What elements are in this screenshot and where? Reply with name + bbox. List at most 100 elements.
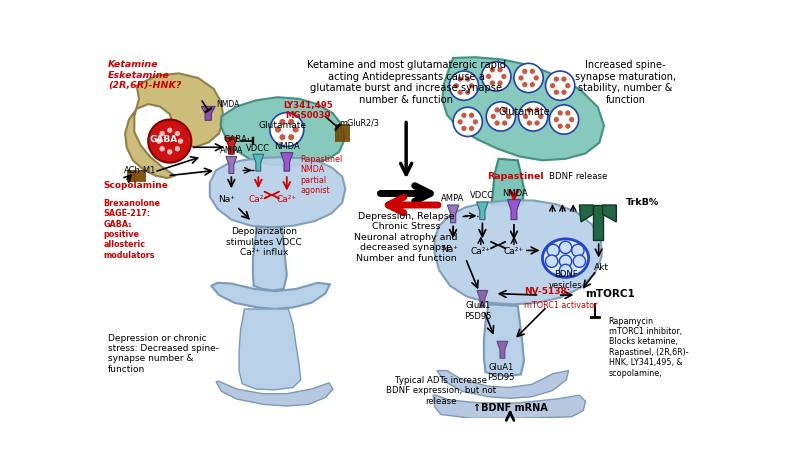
Circle shape <box>554 117 559 122</box>
Polygon shape <box>602 205 616 222</box>
Circle shape <box>450 71 478 100</box>
Text: GluA1
PSD95: GluA1 PSD95 <box>464 301 491 321</box>
Polygon shape <box>434 200 602 305</box>
Text: Increased spine-
synapse maturation,
stability, number &
function: Increased spine- synapse maturation, sta… <box>575 60 676 105</box>
Circle shape <box>498 67 502 72</box>
Bar <box>130 170 134 181</box>
Bar <box>142 170 145 181</box>
Circle shape <box>482 62 511 91</box>
Text: Ca²⁺: Ca²⁺ <box>470 247 491 256</box>
Text: VDCC: VDCC <box>470 191 494 200</box>
Circle shape <box>550 83 555 88</box>
Polygon shape <box>202 106 215 120</box>
Polygon shape <box>579 205 594 222</box>
Circle shape <box>270 113 304 147</box>
Bar <box>134 170 138 181</box>
Circle shape <box>490 114 496 119</box>
Circle shape <box>174 146 180 151</box>
Text: ↑BDNF mRNA: ↑BDNF mRNA <box>473 403 547 413</box>
Circle shape <box>174 131 180 136</box>
Circle shape <box>293 126 298 133</box>
Text: Ca²⁺: Ca²⁺ <box>248 195 268 204</box>
Circle shape <box>562 90 566 95</box>
Circle shape <box>502 107 507 112</box>
Text: BDNF
vesicles: BDNF vesicles <box>549 270 582 290</box>
Text: LY341,495
MGS0039: LY341,495 MGS0039 <box>283 101 333 120</box>
Circle shape <box>490 67 495 72</box>
Text: Scopolamine: Scopolamine <box>103 181 169 190</box>
Polygon shape <box>210 157 346 227</box>
Polygon shape <box>433 395 586 418</box>
Text: TrkB%: TrkB% <box>626 198 659 207</box>
Text: Glutamate: Glutamate <box>498 107 550 117</box>
Circle shape <box>554 90 559 95</box>
Text: NMDA: NMDA <box>216 100 239 109</box>
Polygon shape <box>253 227 287 290</box>
Circle shape <box>494 120 500 125</box>
Circle shape <box>458 119 462 125</box>
Polygon shape <box>281 153 293 171</box>
Circle shape <box>159 146 165 151</box>
Circle shape <box>465 90 470 95</box>
Circle shape <box>546 255 558 267</box>
Circle shape <box>546 71 574 100</box>
Polygon shape <box>125 73 224 178</box>
Text: NV-5138:: NV-5138: <box>524 287 570 296</box>
Bar <box>594 205 602 241</box>
Circle shape <box>465 77 470 82</box>
Polygon shape <box>477 290 488 307</box>
Circle shape <box>469 83 474 88</box>
Circle shape <box>514 63 543 93</box>
Polygon shape <box>226 137 238 154</box>
Circle shape <box>178 138 183 144</box>
Ellipse shape <box>542 239 589 277</box>
Circle shape <box>288 119 294 125</box>
Text: AMPA: AMPA <box>442 195 465 204</box>
Circle shape <box>565 110 570 116</box>
Circle shape <box>518 102 548 131</box>
Circle shape <box>469 113 474 118</box>
Text: mTORC1: mTORC1 <box>586 289 635 298</box>
Circle shape <box>288 134 294 140</box>
Circle shape <box>547 244 559 257</box>
Text: Depression, Relapse
Chronic Stress
Neuronal atrophy and
decreased synapse
Number: Depression, Relapse Chronic Stress Neuro… <box>354 212 458 263</box>
Circle shape <box>562 77 566 82</box>
Circle shape <box>453 107 482 136</box>
Polygon shape <box>239 309 301 390</box>
Circle shape <box>550 105 578 134</box>
Text: Depolarization
stimulates VDCC
Ca²⁺ influx: Depolarization stimulates VDCC Ca²⁺ infl… <box>226 227 302 257</box>
Circle shape <box>559 264 572 277</box>
Circle shape <box>558 110 563 116</box>
Circle shape <box>486 74 491 79</box>
Bar <box>344 124 346 141</box>
Bar <box>347 124 349 141</box>
Polygon shape <box>477 202 488 219</box>
Text: Ca²⁺: Ca²⁺ <box>504 247 524 256</box>
Text: Ca²⁺: Ca²⁺ <box>277 195 297 204</box>
Circle shape <box>458 77 462 82</box>
Text: mGluR2/3: mGluR2/3 <box>339 118 379 127</box>
Circle shape <box>458 90 462 95</box>
Circle shape <box>523 114 528 119</box>
Circle shape <box>559 255 572 267</box>
Circle shape <box>534 107 540 112</box>
Bar <box>334 124 337 141</box>
Circle shape <box>279 119 286 125</box>
Text: GluA1
PSD95: GluA1 PSD95 <box>487 363 514 382</box>
Text: BDNF release: BDNF release <box>549 172 607 181</box>
Circle shape <box>462 113 466 118</box>
Bar <box>338 124 340 141</box>
Polygon shape <box>216 381 333 406</box>
Circle shape <box>498 80 502 86</box>
Polygon shape <box>253 154 264 171</box>
Text: Typical ADTs increase
BDNF expression, but not
release: Typical ADTs increase BDNF expression, b… <box>386 376 496 406</box>
Circle shape <box>526 107 532 112</box>
Circle shape <box>454 83 459 88</box>
Circle shape <box>526 120 532 125</box>
Text: Rapamycin
mTORC1 inhibitor,
Blocks ketamine,
Rapastinel, (2R,6R)-
HNK, LY341,495: Rapamycin mTORC1 inhibitor, Blocks ketam… <box>609 317 688 378</box>
Circle shape <box>569 117 574 122</box>
Polygon shape <box>221 97 345 166</box>
Polygon shape <box>447 205 459 223</box>
Circle shape <box>554 77 559 82</box>
Circle shape <box>490 80 495 86</box>
